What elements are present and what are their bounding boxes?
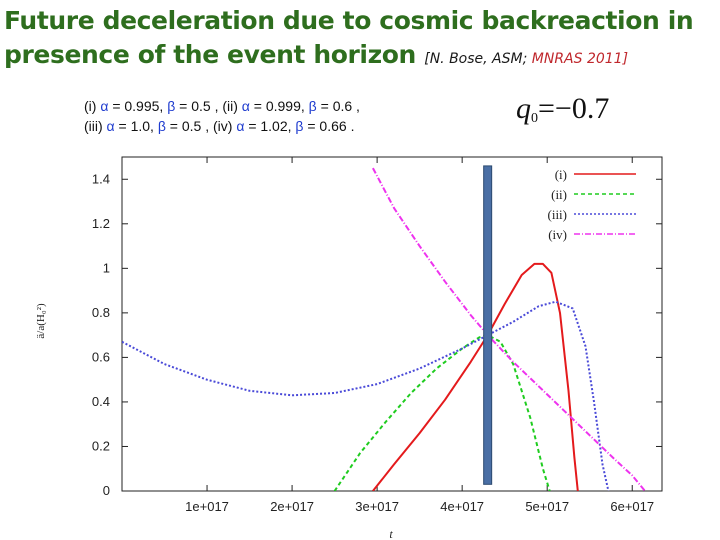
alpha-symbol: α [100,98,109,114]
series-line-4 [372,167,646,491]
citation-authors: [N. Bose, ASM; [424,51,528,67]
y-tick-label: 1 [103,260,110,275]
event-horizon-marker [483,165,493,485]
plot-frame [121,156,663,492]
y-tick-label: 0.6 [92,349,110,364]
equation-subscript: 0 [531,111,538,126]
alpha-symbol: α [236,118,245,134]
y-tick-label: 0.8 [92,305,110,320]
param-iv-beta: = 0.66 . [307,118,355,134]
legend-label-1: (i) [555,167,567,182]
y-tick-label: 0.2 [92,438,110,453]
alpha-symbol: α [241,98,250,114]
citation-journal: MNRAS 2011] [531,51,629,67]
y-tick-label: 1.4 [92,171,110,186]
param-ii-beta: = 0.6 , [320,98,360,114]
axis-label-group: t ä/a(H₀²) [35,303,393,540]
y-tick-label: 0 [103,483,110,498]
y-tick-label: 1.2 [92,216,110,231]
parameter-line-2: (iii) α = 1.0, β = 0.5 , (iv) α = 1.02, … [84,116,360,136]
beta-symbol: β [157,118,166,134]
deceleration-chart: 1e+017 2e+017 3e+017 4e+017 5e+017 6e+017 0 0.2… [35,156,663,540]
param-i-alpha: = 0.995, [112,98,164,114]
beta-symbol: β [167,98,176,114]
y-tick-label: 0.4 [92,394,110,409]
x-axis-label: t [389,527,393,540]
x-tick-label: 2e+017 [270,499,314,514]
legend-group: (i) (ii) (iii) (iv) [548,167,636,242]
slide-title: Future deceleration due to cosmic backre… [4,4,716,76]
slide-title-text: Future deceleration due to cosmic backre… [4,6,694,69]
param-iii-beta: = 0.5 , [169,118,210,134]
alpha-symbol: α [106,118,115,134]
legend-label-4: (iv) [548,227,567,242]
x-tick-label: 3e+017 [355,499,399,514]
citation: [N. Bose, ASM; MNRAS 2011] [424,51,628,67]
param-i-beta: = 0.5 , [179,98,219,114]
beta-symbol: β [308,98,317,114]
legend-label-2: (ii) [551,187,567,202]
tick-group: 1e+017 2e+017 3e+017 4e+017 5e+017 6e+017 0 0.2… [92,157,662,514]
x-tick-label: 5e+017 [525,499,569,514]
parameter-list: (i) α = 0.995, β = 0.5 , (ii) α = 0.999,… [84,96,360,136]
series-group [122,167,646,491]
series-line-1 [372,262,579,491]
param-iv-alpha: = 1.02, [248,118,292,134]
y-axis-label: ä/a(H₀²) [35,303,47,339]
x-tick-label: 4e+017 [440,499,484,514]
equation-rhs: =−0.7 [538,92,610,125]
series-line-3 [122,300,610,491]
deceleration-equation: q0=−0.7 [516,92,609,127]
param-ii-label: (ii) [222,98,238,114]
param-iv-label: (iv) [213,118,233,134]
param-i-label: (i) [84,98,97,114]
parameter-line-1: (i) α = 0.995, β = 0.5 , (ii) α = 0.999,… [84,96,360,116]
param-iii-alpha: = 1.0, [118,118,154,134]
series-line-2 [333,334,551,491]
plot-frame-group [121,156,663,492]
x-tick-label: 6e+017 [610,499,654,514]
legend-label-3: (iii) [548,207,568,222]
param-iii-label: (iii) [84,118,103,134]
param-ii-alpha: = 0.999, [253,98,305,114]
x-tick-label: 1e+017 [185,499,229,514]
equation-lhs: q [516,92,531,125]
beta-symbol: β [295,118,304,134]
marker-group [483,165,493,485]
